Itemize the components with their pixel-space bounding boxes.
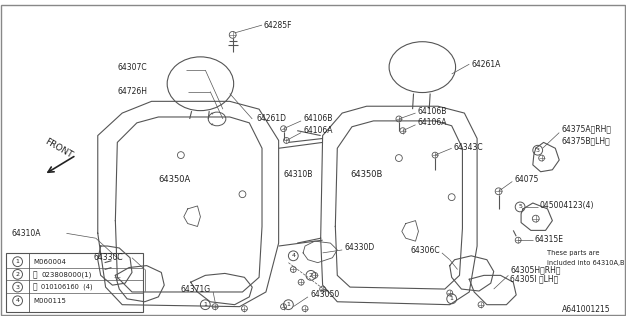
Text: A641001215: A641001215 xyxy=(563,305,611,314)
Text: 023808000(1): 023808000(1) xyxy=(41,271,92,278)
Text: FRONT: FRONT xyxy=(44,137,74,160)
Text: 64350A: 64350A xyxy=(158,175,191,184)
Text: 1: 1 xyxy=(450,296,454,301)
Text: 64350B: 64350B xyxy=(350,170,382,179)
Text: Ⓑ: Ⓑ xyxy=(32,283,37,292)
Text: 64305H〈RH〉: 64305H〈RH〉 xyxy=(510,265,561,274)
Text: 64106A: 64106A xyxy=(303,126,333,135)
Text: 64307C: 64307C xyxy=(117,63,147,72)
Text: 64330D: 64330D xyxy=(344,244,374,252)
Text: 64371G: 64371G xyxy=(181,284,211,293)
Text: 64306C: 64306C xyxy=(411,246,440,255)
Bar xyxy=(6,253,143,312)
Text: 64305I 〈LH〉: 64305I 〈LH〉 xyxy=(510,275,559,284)
Text: 64261D: 64261D xyxy=(256,115,286,124)
Text: 64106A: 64106A xyxy=(417,118,447,127)
Text: These parts are: These parts are xyxy=(547,250,600,256)
Text: 64726H: 64726H xyxy=(117,87,147,96)
Text: 64285F: 64285F xyxy=(264,20,292,29)
Text: included into 64310A,B: included into 64310A,B xyxy=(547,260,625,266)
Text: 64106B: 64106B xyxy=(417,107,447,116)
Text: 64375B〈LH〉: 64375B〈LH〉 xyxy=(561,136,610,145)
Text: 64375A〈RH〉: 64375A〈RH〉 xyxy=(561,124,611,133)
Text: Ⓝ: Ⓝ xyxy=(32,270,37,279)
Text: 1: 1 xyxy=(15,259,20,264)
Text: 64106B: 64106B xyxy=(303,115,332,124)
Text: M060004: M060004 xyxy=(33,259,66,265)
Text: 64343C: 64343C xyxy=(454,143,483,152)
Text: 5: 5 xyxy=(518,204,522,209)
Text: 045004123(4): 045004123(4) xyxy=(540,202,594,211)
Text: 2: 2 xyxy=(15,272,20,277)
Text: 64310B: 64310B xyxy=(284,170,313,179)
Text: 64330C: 64330C xyxy=(94,253,124,262)
Text: 3: 3 xyxy=(536,148,540,153)
Text: 1: 1 xyxy=(204,302,207,307)
Text: 64075: 64075 xyxy=(515,175,539,184)
Text: 4: 4 xyxy=(291,253,295,258)
Text: 010106160  (4): 010106160 (4) xyxy=(41,284,93,290)
Text: 643050: 643050 xyxy=(311,291,340,300)
Text: 64315E: 64315E xyxy=(535,235,564,244)
Text: 3: 3 xyxy=(15,284,20,290)
Text: 2: 2 xyxy=(309,273,313,278)
Text: 1: 1 xyxy=(287,302,291,307)
Text: 64261A: 64261A xyxy=(471,60,500,69)
Text: M000115: M000115 xyxy=(33,298,66,304)
Text: 4: 4 xyxy=(15,298,20,303)
Text: 64310A: 64310A xyxy=(12,229,41,238)
